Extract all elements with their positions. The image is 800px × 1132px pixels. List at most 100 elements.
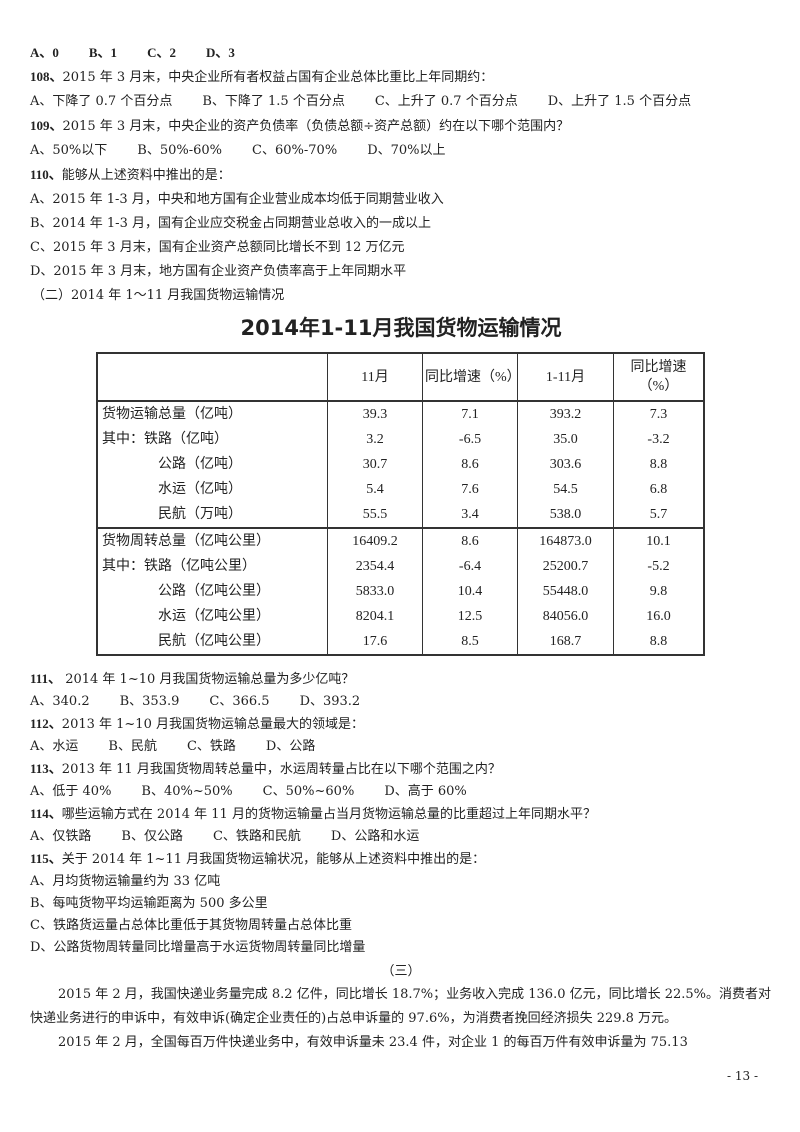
table-cell: -6.5 — [422, 427, 518, 452]
table-row: 民航（万吨） 55.5 3.4 538.0 5.7 — [96, 502, 705, 528]
q112-options: A、水运 B、民航 C、铁路 D、公路 — [30, 736, 772, 758]
question-text: 2015 年 3 月末，中央企业的资产负债率（负债总额÷资产总额）约在以下哪个范… — [62, 119, 570, 134]
table-cell: 10.1 — [613, 527, 705, 554]
question-113: 113、2013 年 11 月我国货物周转总量中，水运周转量占比在以下哪个范围之… — [30, 758, 772, 781]
table-row: 其中：铁路（亿吨公里） 2354.4 -6.4 25200.7 -5.2 — [96, 554, 705, 579]
option: C、2 — [147, 45, 176, 60]
question-number: 113、 — [30, 761, 62, 776]
option: B、民航 — [108, 739, 157, 754]
paragraph: 2015 年 2 月，我国快递业务量完成 8.2 亿件，同比增长 18.7%；业… — [30, 987, 772, 1026]
option: A、50%以下 — [30, 143, 108, 158]
table-cell: 8.8 — [613, 629, 705, 655]
row-label: 民航（万吨） — [96, 502, 328, 528]
table-wrapper: 11月 同比增速（%） 1-11月 同比增速（%） 货物运输总量（亿吨） 39.3… — [30, 352, 772, 656]
table-cell: 10.4 — [422, 579, 518, 604]
row-label: 水运（亿吨） — [96, 477, 328, 502]
option: D、高于 60% — [384, 784, 467, 799]
table-cell: 393.2 — [517, 401, 614, 427]
q111-options: A、340.2 B、353.9 C、366.5 D、393.2 — [30, 691, 772, 713]
question-111: 111、 2014 年 1~10 月我国货物运输总量为多少亿吨？ — [30, 668, 772, 691]
table-cell: 5.7 — [613, 502, 705, 528]
table-cell: 55448.0 — [517, 579, 614, 604]
question-text: 2013 年 1~10 月我国货物运输总量最大的领域是： — [61, 717, 364, 732]
section-heading: （二）2014 年 1～11 月我国货物运输情况 — [32, 288, 285, 303]
option: A、0 — [30, 45, 59, 60]
row-label: 民航（亿吨公里） — [96, 629, 328, 655]
table-cell: 54.5 — [517, 477, 614, 502]
table-cell: 55.5 — [327, 502, 423, 528]
table-cell: 9.8 — [613, 579, 705, 604]
option: B、2014 年 1-3 月，国有企业应交税金占同期营业总收入的一成以上 — [30, 216, 431, 231]
question-108: 108、2015 年 3 月末，中央企业所有者权益占国有企业总体比重比上年同期约… — [30, 65, 772, 90]
option: C、上升了 0.7 个百分点 — [374, 94, 518, 109]
question-number: 109、 — [30, 118, 63, 133]
table-cell: 35.0 — [517, 427, 614, 452]
table-cell: 2354.4 — [327, 554, 423, 579]
table-cell: 30.7 — [327, 452, 423, 477]
row-label: 公路（亿吨） — [96, 452, 328, 477]
option: D、2015 年 3 月末，地方国有企业资产负债率高于上年同期水平 — [30, 264, 407, 279]
q114-options: A、仅铁路 B、仅公路 C、铁路和民航 D、公路和水运 — [30, 826, 772, 848]
option: C、366.5 — [209, 694, 270, 709]
question-109: 109、2015 年 3 月末，中央企业的资产负债率（负债总额÷资产总额）约在以… — [30, 114, 772, 139]
option: D、公路和水运 — [330, 829, 420, 844]
document-page: A、0 B、1 C、2 D、3 108、2015 年 3 月末，中央企业所有者权… — [30, 41, 772, 1083]
table-cell: 8.8 — [613, 452, 705, 477]
table-cell: 7.3 — [613, 401, 705, 427]
table-cell: 39.3 — [327, 401, 423, 427]
option: A、低于 40% — [30, 784, 112, 799]
table-cell: 8204.1 — [327, 604, 423, 629]
option: A、水运 — [30, 739, 79, 754]
option: C、铁路和民航 — [212, 829, 301, 844]
option: C、铁路货运量占总体比重低于其货物周转量占总体比重 — [30, 918, 352, 933]
question-text: 关于 2014 年 1~11 月我国货物运输状况，能够从上述资料中推出的是： — [61, 852, 486, 867]
question-number: 108、 — [30, 69, 63, 84]
table-cell: 5.4 — [327, 477, 423, 502]
table-cell: 84056.0 — [517, 604, 614, 629]
table-cell: 164873.0 — [517, 527, 614, 554]
row-label: 货物周转总量（亿吨公里） — [96, 527, 328, 554]
table-row: 其中：铁路（亿吨） 3.2 -6.5 35.0 -3.2 — [96, 427, 705, 452]
table-title: 2014年1-11月我国货物运输情况 — [240, 316, 562, 340]
option: A、2015 年 1-3 月，中央和地方国有企业营业成本均低于同期营业收入 — [30, 192, 444, 207]
table-row: 货物周转总量（亿吨公里） 16409.2 8.6 164873.0 10.1 — [96, 527, 705, 554]
option: D、393.2 — [299, 694, 361, 709]
question-text: 2013 年 11 月我国货物周转总量中，水运周转量占比在以下哪个范围之内？ — [61, 762, 501, 777]
table-cell: 3.2 — [327, 427, 423, 452]
table-cell: 16409.2 — [327, 527, 423, 554]
table-cell: 25200.7 — [517, 554, 614, 579]
table-row: 水运（亿吨公里） 8204.1 12.5 84056.0 16.0 — [96, 604, 705, 629]
question-115: 115、关于 2014 年 1~11 月我国货物运输状况，能够从上述资料中推出的… — [30, 848, 772, 871]
question-text: 能够从上述资料中推出的是： — [61, 168, 231, 183]
question-114: 114、哪些运输方式在 2014 年 11 月的货物运输量占当月货物运输总量的比… — [30, 803, 772, 826]
option: D、70%以上 — [367, 143, 446, 158]
option: D、3 — [205, 45, 235, 60]
table-row: 公路（亿吨） 30.7 8.6 303.6 8.8 — [96, 452, 705, 477]
row-label: 水运（亿吨公里） — [96, 604, 328, 629]
table-cell: 8.6 — [422, 452, 518, 477]
option: C、60%-70% — [252, 143, 338, 158]
table-cell: 16.0 — [613, 604, 705, 629]
question-number: 112、 — [30, 716, 62, 731]
q113-options: A、低于 40% B、40%~50% C、50%~60% D、高于 60% — [30, 781, 772, 803]
option: B、仅公路 — [121, 829, 183, 844]
question-number: 114、 — [30, 806, 62, 821]
table-cell: 3.4 — [422, 502, 518, 528]
question-text: 哪些运输方式在 2014 年 11 月的货物运输量占当月货物运输总量的比重超过上… — [61, 807, 596, 822]
table-header-row: 11月 同比增速（%） 1-11月 同比增速（%） — [96, 353, 705, 402]
q107-options: A、0 B、1 C、2 D、3 — [30, 41, 772, 65]
option: D、公路货物周转量同比增量高于水运货物周转量同比增量 — [30, 940, 366, 955]
table-row: 水运（亿吨） 5.4 7.6 54.5 6.8 — [96, 477, 705, 502]
question-text: 2015 年 3 月末，中央企业所有者权益占国有企业总体比重比上年同期约： — [62, 70, 494, 85]
question-number: 111、 — [30, 671, 62, 686]
question-112: 112、2013 年 1~10 月我国货物运输总量最大的领域是： — [30, 713, 772, 736]
row-label: 公路（亿吨公里） — [96, 579, 328, 604]
table-cell: 6.8 — [613, 477, 705, 502]
option: D、公路 — [265, 739, 316, 754]
paragraph: 2015 年 2 月，全国每百万件快递业务中，有效申诉量未 23.4 件，对企业… — [58, 1035, 688, 1050]
table-cell: -6.4 — [422, 554, 518, 579]
option: C、2015 年 3 月末，国有企业资产总额同比增长不到 12 万亿元 — [30, 240, 405, 255]
q109-options: A、50%以下 B、50%-60% C、60%-70% D、70%以上 — [30, 139, 772, 163]
table-cell: 17.6 — [327, 629, 423, 655]
table-cell: -3.2 — [613, 427, 705, 452]
